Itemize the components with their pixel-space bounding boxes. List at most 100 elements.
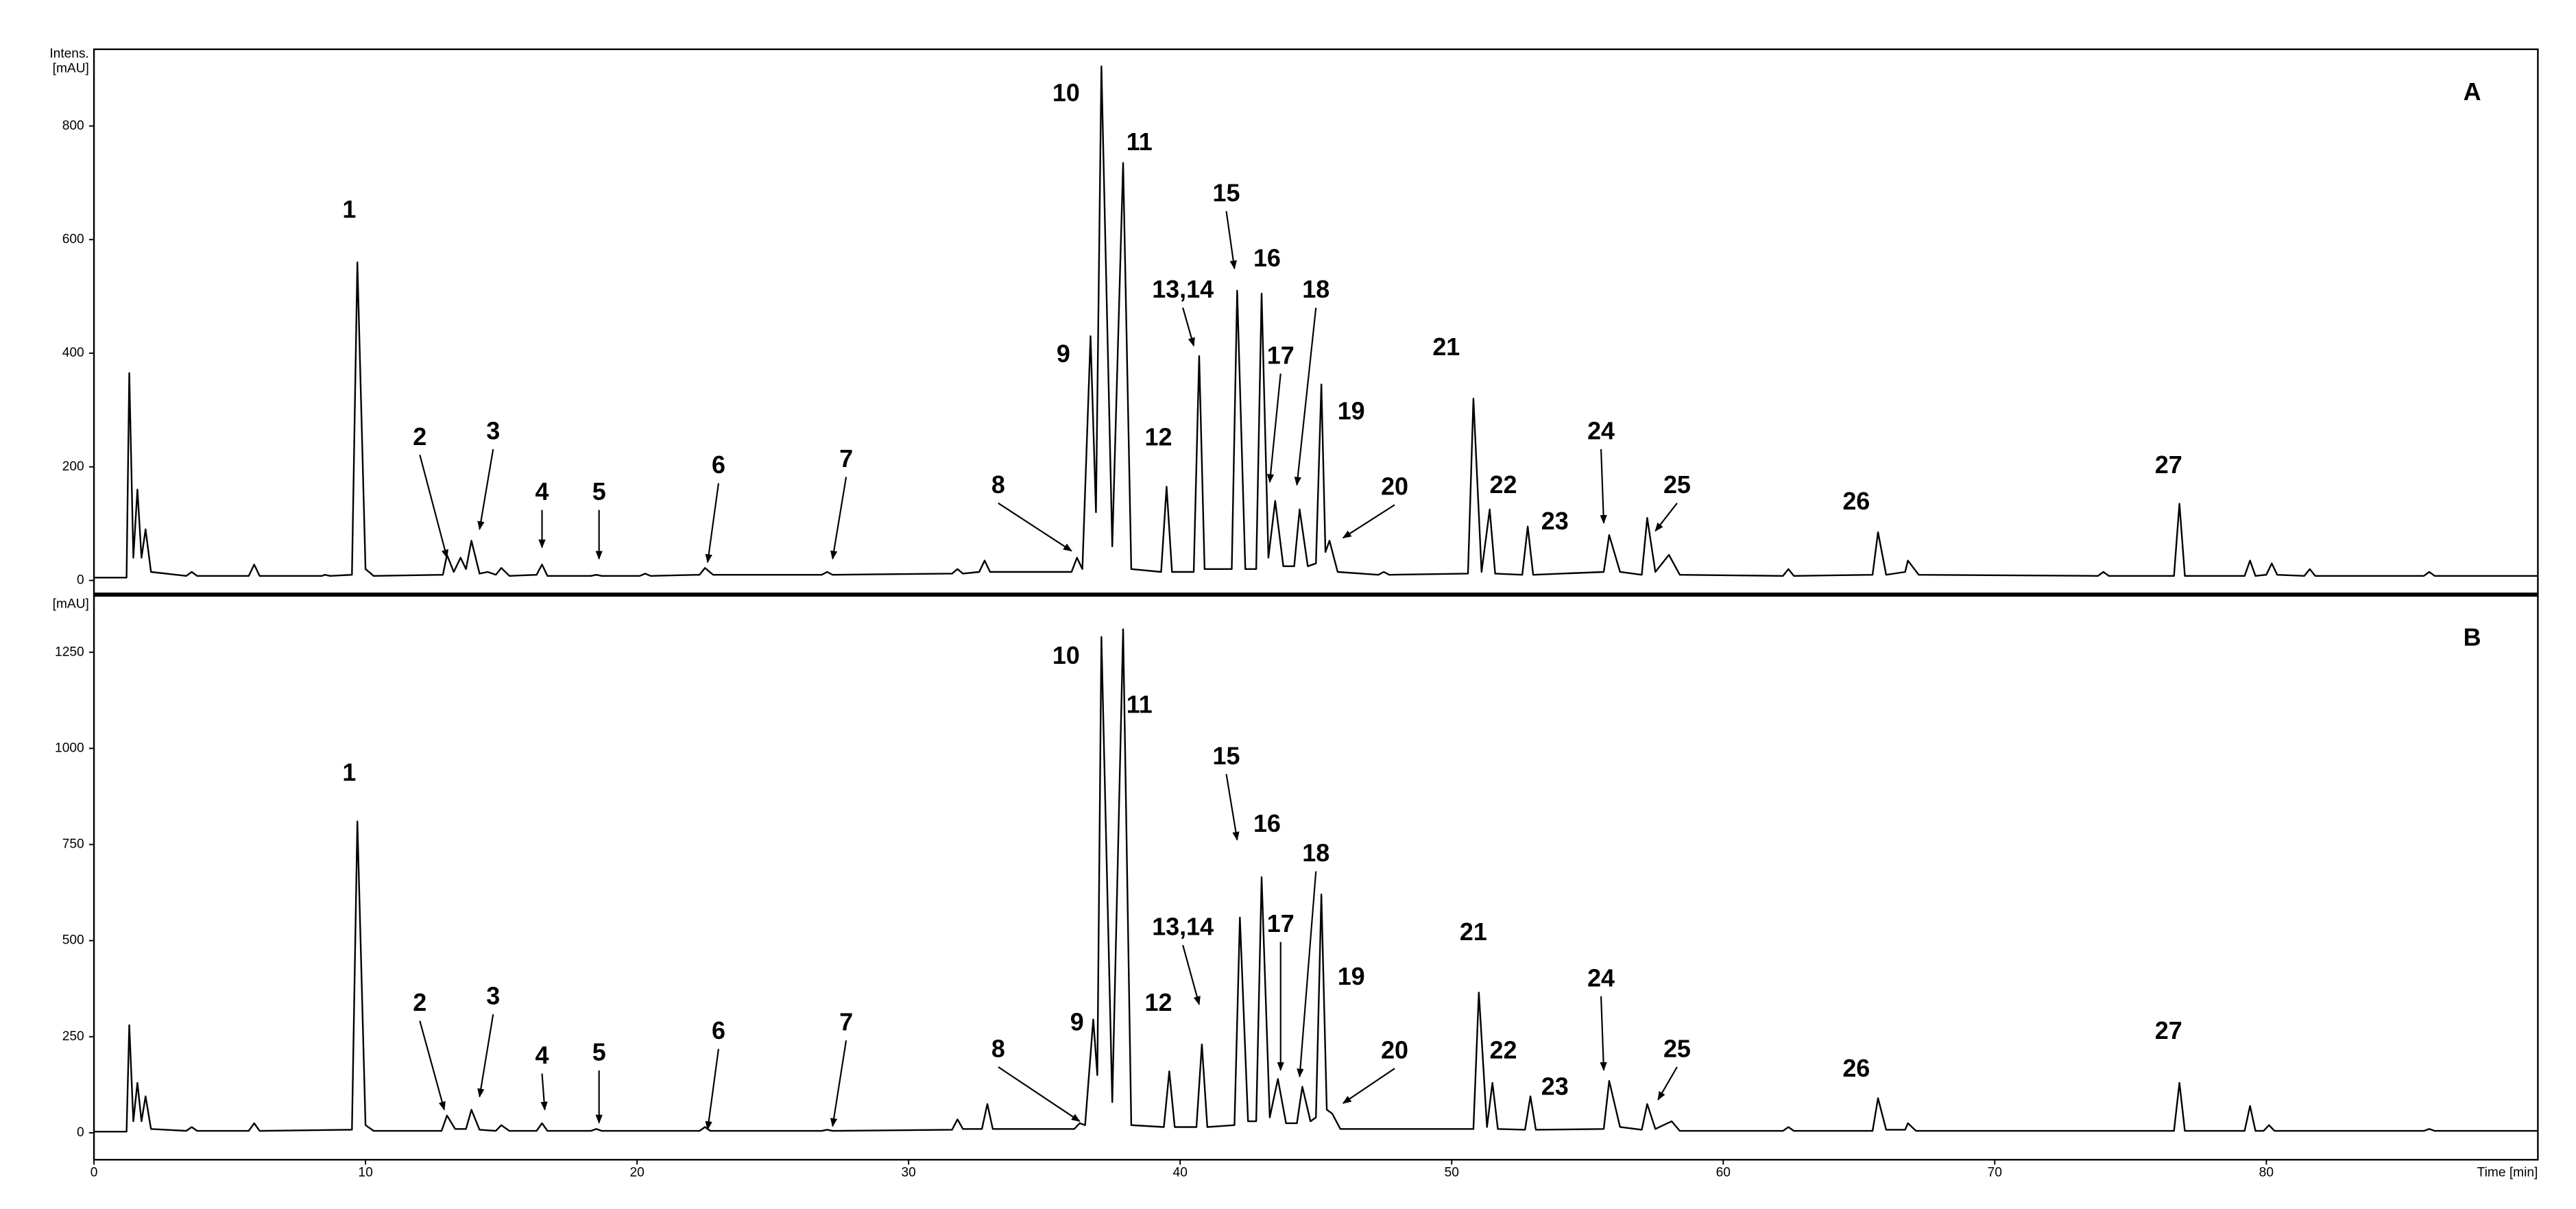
x-tick-label: 10	[358, 1165, 372, 1180]
peak-arrow	[705, 483, 720, 564]
peak-label: 19	[1338, 397, 1365, 425]
x-tick-label: 40	[1173, 1165, 1188, 1180]
peak-label: 16	[1253, 809, 1281, 837]
peak-arrow	[1654, 503, 1678, 532]
peak-label: 1	[342, 195, 356, 223]
peak-label: 19	[1338, 962, 1365, 990]
peak-label: 22	[1490, 470, 1517, 499]
y-axis-label: Intens.	[49, 47, 89, 61]
peak-label: 13,14	[1152, 275, 1214, 303]
peak-label: 11	[1127, 128, 1153, 156]
peak-label: 5	[592, 1038, 606, 1066]
peak-arrow	[830, 477, 847, 560]
peak-arrow	[1600, 996, 1607, 1071]
y-axis-label: [mAU]	[53, 597, 89, 612]
peak-arrow	[1342, 504, 1395, 539]
peak-arrow	[1294, 307, 1317, 486]
peak-label: 20	[1381, 472, 1408, 501]
peak-arrow	[705, 1049, 720, 1131]
peak-label: 2	[413, 422, 426, 451]
y-tick-label: 250	[62, 1029, 84, 1044]
peak-label: 20	[1381, 1036, 1408, 1064]
peak-label: 8	[991, 470, 1005, 499]
peak-label: 23	[1541, 1072, 1569, 1100]
peak-arrow	[1182, 944, 1201, 1005]
peak-label: 23	[1541, 507, 1569, 535]
x-axis-label: Time [min]	[2477, 1165, 2538, 1180]
peak-label: 17	[1267, 341, 1295, 369]
trace	[94, 628, 2538, 1133]
peak-arrow	[1657, 1066, 1678, 1101]
peak-arrow	[998, 1066, 1081, 1122]
y-tick-label: 1000	[55, 741, 84, 755]
peak-label: 15	[1213, 178, 1240, 206]
x-tick-label: 50	[1445, 1165, 1459, 1180]
peak-label: 5	[592, 477, 606, 505]
peak-arrow	[419, 454, 448, 559]
peak-label: 13,14	[1152, 913, 1214, 941]
x-tick-label: 70	[1988, 1165, 2002, 1180]
peak-arrow	[830, 1040, 847, 1127]
peak-label: 11	[1127, 691, 1153, 719]
peak-label: 12	[1145, 988, 1172, 1016]
peak-label: 22	[1490, 1036, 1517, 1064]
x-tick-label: 20	[629, 1165, 644, 1180]
plot-frame	[93, 48, 2539, 596]
peak-label: 27	[2155, 451, 2182, 479]
peak-label: 1	[342, 758, 356, 786]
peak-arrow	[1600, 448, 1607, 525]
peak-arrow	[1342, 1068, 1395, 1104]
peak-label: 27	[2155, 1016, 2182, 1044]
y-tick-label: 800	[62, 119, 84, 133]
peak-label: 26	[1842, 487, 1870, 515]
peak-label: 10	[1052, 641, 1080, 669]
y-tick-label: 600	[62, 232, 84, 246]
peak-arrow	[477, 1014, 494, 1098]
y-tick-label: 0	[77, 573, 84, 587]
peak-label: 9	[1057, 339, 1070, 368]
peak-label: 8	[991, 1034, 1005, 1062]
peak-label: 7	[839, 444, 853, 472]
peak-arrow	[540, 1073, 548, 1111]
peak-label: 18	[1302, 839, 1329, 867]
peak-arrow	[1182, 307, 1195, 347]
peak-label: 12	[1145, 423, 1172, 451]
peak-arrow	[998, 502, 1072, 552]
y-tick-label: 750	[62, 837, 84, 852]
peak-arrow	[419, 1020, 446, 1111]
peak-label: 26	[1842, 1054, 1870, 1082]
peak-label: 3	[486, 982, 500, 1010]
peak-arrow	[477, 448, 494, 531]
x-tick-label: 80	[2259, 1165, 2274, 1180]
peak-label: 25	[1663, 1034, 1691, 1062]
y-tick-label: 200	[62, 459, 84, 474]
peak-arrow	[1266, 373, 1281, 483]
peak-label: 17	[1267, 909, 1295, 937]
peak-label: 10	[1052, 79, 1080, 107]
peak-label: 4	[535, 477, 549, 505]
peak-label: 9	[1070, 1008, 1084, 1036]
peak-label: 24	[1587, 963, 1615, 992]
x-tick-label: 30	[902, 1165, 916, 1180]
y-tick-label: 500	[62, 933, 84, 948]
x-tick-label: 60	[1716, 1165, 1731, 1180]
y-tick-label: 400	[62, 346, 84, 360]
peak-arrow	[1225, 211, 1237, 270]
peak-label: 25	[1663, 470, 1691, 499]
peak-label: 2	[413, 988, 426, 1016]
peak-label: 6	[712, 451, 725, 479]
peak-label: 4	[535, 1041, 549, 1069]
peak-label: 6	[712, 1016, 725, 1044]
y-tick-label: 1250	[55, 645, 84, 659]
panel-label: B	[2464, 623, 2481, 651]
peak-arrow	[1225, 774, 1240, 841]
peak-label: 3	[486, 417, 500, 445]
panel-label: A	[2464, 77, 2481, 106]
peak-label: 16	[1253, 244, 1281, 272]
peak-label: 24	[1587, 417, 1615, 445]
trace	[94, 65, 2538, 579]
x-tick-label: 0	[91, 1165, 98, 1180]
peak-label: 15	[1213, 741, 1240, 769]
peak-label: 7	[839, 1008, 853, 1036]
